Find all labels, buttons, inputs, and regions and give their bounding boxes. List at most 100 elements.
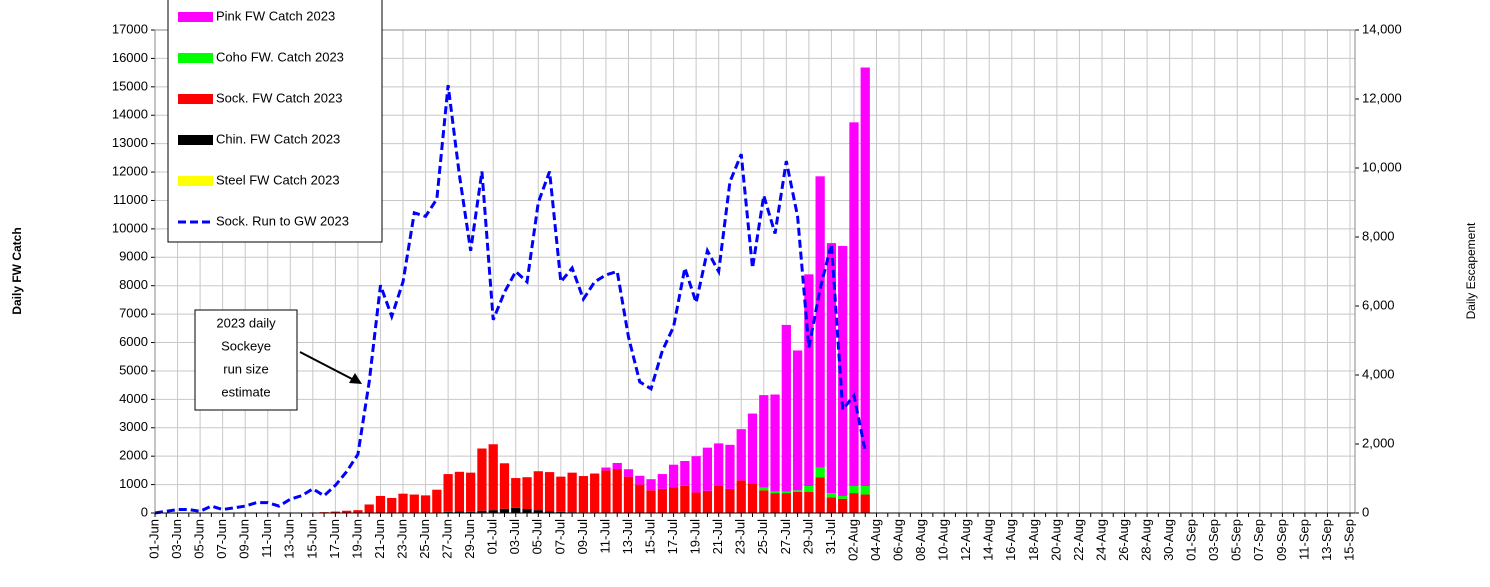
- bar-segment: [725, 488, 735, 513]
- bar-segment: [815, 176, 825, 468]
- bar-segment: [804, 486, 814, 492]
- bar-segment: [556, 511, 566, 513]
- x-tick-label: 28-Aug: [1139, 519, 1154, 561]
- bar-segment: [781, 491, 791, 494]
- bar-segment: [657, 488, 667, 513]
- x-tick-label: 05-Jun: [192, 519, 207, 559]
- x-tick-label: 20-Aug: [1048, 519, 1063, 561]
- y-tick-label: 5000: [119, 362, 148, 377]
- x-tick-label: 29-Jul: [800, 519, 815, 555]
- bar-segment: [736, 480, 746, 513]
- y2-tick-label: 0: [1362, 504, 1369, 519]
- legend-label: Coho FW. Catch 2023: [216, 49, 344, 64]
- bar-segment: [714, 486, 724, 513]
- bar-segment: [860, 494, 870, 513]
- bar-segment: [792, 490, 803, 492]
- y-tick-label: 13000: [112, 135, 148, 150]
- y-tick-label: 4000: [119, 391, 148, 406]
- bar-segment: [826, 497, 837, 513]
- bar-segment: [804, 491, 814, 513]
- bar-segment: [725, 444, 735, 489]
- x-tick-label: 24-Aug: [1093, 519, 1108, 561]
- y2-tick-label: 12,000: [1362, 90, 1402, 105]
- x-tick-label: 11-Jun: [259, 519, 274, 558]
- y-tick-label: 6000: [119, 334, 148, 349]
- bar-segment: [714, 443, 724, 487]
- y2-tick-label: 2,000: [1362, 435, 1395, 450]
- bar-segment: [375, 495, 386, 513]
- legend-label: Pink FW Catch 2023: [216, 8, 335, 23]
- x-tick-label: 01-Sep: [1184, 519, 1199, 561]
- x-tick-label: 19-Jul: [688, 519, 703, 555]
- bar-segment: [623, 469, 634, 477]
- annotation-text: 2023 daily: [216, 315, 276, 330]
- bar-segment: [860, 486, 870, 495]
- bar-segment: [443, 511, 453, 513]
- x-tick-label: 09-Jun: [237, 519, 252, 559]
- x-tick-label: 27-Jul: [778, 519, 793, 555]
- x-tick-label: 06-Aug: [890, 519, 905, 561]
- bar-segment: [702, 447, 713, 491]
- x-tick-label: 14-Aug: [981, 519, 996, 561]
- bar-segment: [477, 448, 487, 511]
- x-tick-label: 25-Jul: [755, 519, 770, 555]
- annotation-arrow: [299, 351, 355, 381]
- bar-segment: [544, 511, 555, 513]
- bar-segment: [781, 493, 791, 513]
- bar-segment: [635, 484, 645, 513]
- y-tick-label: 9000: [119, 249, 148, 264]
- x-tick-label: 26-Aug: [1116, 519, 1131, 561]
- x-tick-label: 08-Aug: [913, 519, 928, 561]
- x-tick-label: 31-Jul: [823, 519, 838, 555]
- y-tick-label: 10000: [112, 220, 148, 235]
- x-tick-label: 23-Jun: [394, 519, 409, 559]
- annotation-text: Sockeye: [221, 338, 271, 353]
- y-tick-label: 0: [141, 504, 148, 519]
- bar-segment: [499, 508, 510, 513]
- x-tick-label: 27-Jun: [440, 519, 455, 559]
- y-tick-label: 8000: [119, 277, 148, 292]
- y-tick-label: 12000: [112, 163, 148, 178]
- bar-segment: [838, 498, 848, 513]
- y-tick-label: 3000: [119, 419, 148, 434]
- legend: Pink FW Catch 2023 Coho FW. Catch 2023 Soc…: [167, 0, 383, 243]
- bar-segment: [770, 493, 780, 513]
- x-tick-label: 18-Aug: [1026, 519, 1041, 561]
- legend-label: Chin. FW Catch 2023: [216, 131, 340, 146]
- legend-swatch: [178, 53, 213, 63]
- bar-segment: [702, 490, 713, 513]
- bar-segment: [815, 477, 825, 513]
- bar-segment: [781, 324, 791, 492]
- y2-tick-label: 8,000: [1362, 228, 1395, 243]
- bar-segment: [533, 471, 543, 511]
- y-tick-label: 2000: [119, 448, 148, 463]
- bar-segment: [691, 492, 701, 513]
- x-tick-label: 02-Aug: [845, 519, 860, 561]
- bar-segment: [838, 495, 848, 499]
- bar-segment: [759, 490, 769, 513]
- x-tick-label: 25-Jun: [417, 519, 432, 559]
- x-tick-label: 15-Jul: [642, 519, 657, 555]
- y-tick-label: 11000: [113, 192, 148, 207]
- bar-segment: [488, 510, 498, 513]
- y2-tick-label: 10,000: [1362, 159, 1402, 174]
- bar-segment: [826, 243, 837, 494]
- y2-tick-label: 6,000: [1362, 297, 1395, 312]
- y-tick-label: 1000: [119, 476, 148, 491]
- x-tick-label: 15-Jun: [304, 519, 319, 559]
- bar-segment: [623, 476, 634, 513]
- bar-segment: [860, 67, 870, 487]
- x-tick-label: 23-Jul: [733, 519, 748, 555]
- bar-segment: [522, 509, 532, 513]
- bar-segment: [544, 472, 555, 512]
- x-tick-label: 21-Jun: [372, 519, 387, 559]
- bar-segment: [838, 245, 848, 496]
- legend-swatch: [178, 94, 213, 104]
- bar-segment: [804, 274, 814, 487]
- bar-segment: [849, 486, 859, 494]
- x-tick-label: 09-Sep: [1274, 519, 1289, 561]
- y-tick-label: 16000: [112, 50, 148, 65]
- x-tick-label: 19-Jun: [349, 519, 364, 559]
- y-tick-label: 15000: [112, 78, 148, 93]
- bar-segment: [432, 489, 442, 513]
